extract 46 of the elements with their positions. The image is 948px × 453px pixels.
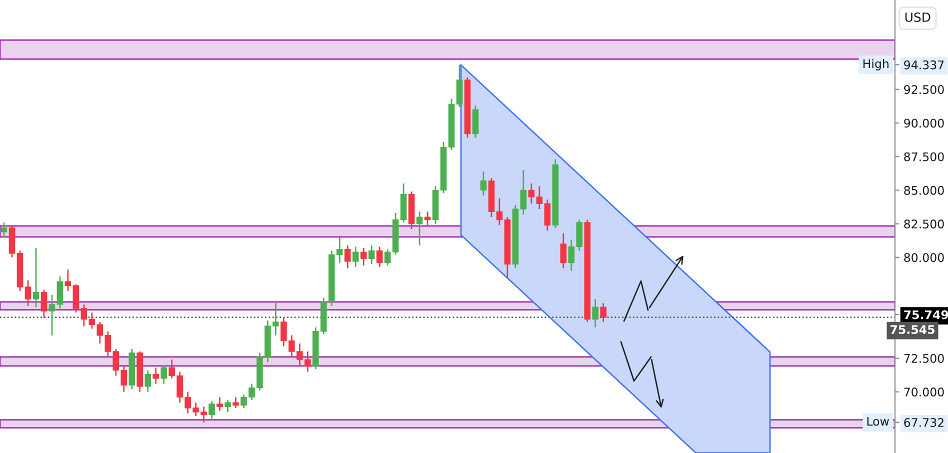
- candlestick: [360, 247, 367, 266]
- y-tick-label: 85.000: [904, 186, 944, 195]
- ref-line-label: 75.545: [890, 325, 934, 334]
- candlestick: [152, 366, 159, 384]
- candlestick: [208, 400, 215, 420]
- candlestick: [592, 298, 598, 328]
- y-tick-label: 70.000: [904, 388, 944, 396]
- candlestick: [368, 244, 375, 265]
- candlestick: [232, 396, 239, 409]
- candlestick: [160, 364, 167, 384]
- y-tick-label: 90.000: [904, 118, 944, 128]
- candlestick: [56, 276, 64, 310]
- y-tick-label: 80.000: [904, 253, 944, 262]
- y-tick-label: 82.500: [904, 220, 944, 228]
- annotation: Low: [867, 416, 889, 426]
- y-tick-label: 94.337: [904, 60, 944, 70]
- text: USD: [905, 12, 930, 22]
- candlestick: [416, 211, 423, 246]
- candlestick: [600, 302, 606, 323]
- y-tick-label: 92.500: [904, 85, 944, 94]
- candlestick: [520, 169, 527, 216]
- candlestick: [352, 246, 359, 268]
- candlestick: [80, 304, 88, 327]
- candlestick: [560, 232, 567, 269]
- candlestick: [344, 244, 351, 269]
- candlestick: [40, 288, 48, 319]
- candlestick: [424, 211, 431, 228]
- candlestick: [480, 170, 487, 196]
- candlestick: [0, 222, 8, 238]
- y-tick-label: 87.500: [904, 152, 944, 162]
- y-tick-label: 75.749: [904, 310, 948, 320]
- candlestick: [216, 396, 223, 412]
- candlestick: [496, 198, 503, 226]
- candlestick: [64, 268, 72, 292]
- candlestick: [144, 370, 151, 393]
- candlestick: [48, 294, 56, 336]
- candlestick: [32, 247, 40, 308]
- candlestick: [528, 182, 535, 204]
- candlestick: [376, 246, 383, 268]
- annotation: High: [863, 58, 888, 70]
- candlestick: [384, 248, 391, 266]
- candlestick: [224, 399, 231, 413]
- candlestick: [72, 284, 80, 314]
- y-tick-label: 72.500: [904, 354, 944, 363]
- candlestick: [24, 280, 32, 307]
- y-tick-label: 67.732: [904, 418, 944, 427]
